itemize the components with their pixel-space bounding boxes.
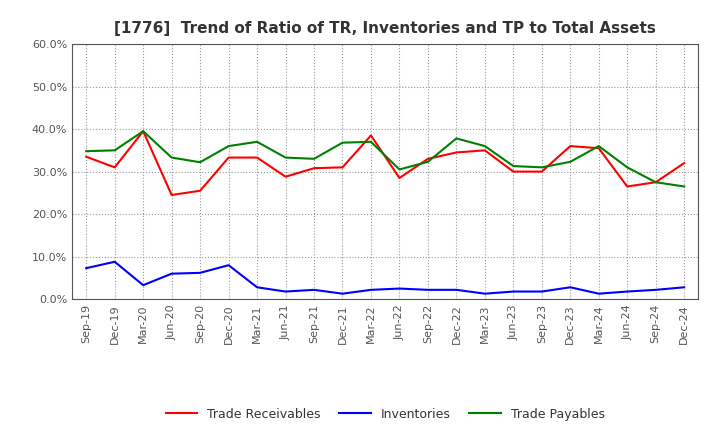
Trade Receivables — [509, 169, 518, 174]
Inventories — [395, 286, 404, 291]
Trade Payables — [167, 155, 176, 160]
Trade Payables — [480, 143, 489, 149]
Trade Payables — [595, 143, 603, 149]
Trade Receivables — [253, 155, 261, 160]
Inventories — [452, 287, 461, 293]
Inventories — [423, 287, 432, 293]
Trade Receivables — [82, 154, 91, 159]
Trade Receivables — [623, 184, 631, 189]
Inventories — [82, 265, 91, 271]
Line: Trade Payables: Trade Payables — [86, 131, 684, 187]
Inventories — [338, 291, 347, 296]
Trade Payables — [509, 163, 518, 169]
Inventories — [167, 271, 176, 276]
Trade Payables — [310, 156, 318, 161]
Inventories — [680, 285, 688, 290]
Inventories — [480, 291, 489, 296]
Line: Trade Receivables: Trade Receivables — [86, 131, 684, 195]
Inventories — [225, 263, 233, 268]
Trade Payables — [225, 143, 233, 149]
Inventories — [595, 291, 603, 296]
Inventories — [196, 270, 204, 275]
Trade Payables — [338, 140, 347, 145]
Title: [1776]  Trend of Ratio of TR, Inventories and TP to Total Assets: [1776] Trend of Ratio of TR, Inventories… — [114, 21, 656, 36]
Legend: Trade Receivables, Inventories, Trade Payables: Trade Receivables, Inventories, Trade Pa… — [161, 403, 610, 425]
Trade Receivables — [537, 169, 546, 174]
Trade Receivables — [480, 148, 489, 153]
Trade Payables — [366, 139, 375, 144]
Trade Receivables — [139, 128, 148, 134]
Trade Receivables — [566, 143, 575, 149]
Trade Payables — [452, 136, 461, 141]
Trade Payables — [566, 159, 575, 165]
Inventories — [139, 282, 148, 288]
Trade Payables — [680, 184, 688, 189]
Trade Receivables — [196, 188, 204, 194]
Trade Receivables — [310, 165, 318, 171]
Trade Payables — [652, 180, 660, 185]
Trade Receivables — [652, 180, 660, 185]
Inventories — [652, 287, 660, 293]
Inventories — [253, 285, 261, 290]
Inventories — [623, 289, 631, 294]
Trade Receivables — [423, 156, 432, 161]
Trade Receivables — [595, 146, 603, 151]
Trade Payables — [110, 148, 119, 153]
Inventories — [566, 285, 575, 290]
Trade Payables — [395, 167, 404, 172]
Trade Payables — [537, 165, 546, 170]
Trade Receivables — [282, 174, 290, 180]
Trade Receivables — [366, 133, 375, 138]
Inventories — [366, 287, 375, 293]
Trade Payables — [423, 159, 432, 165]
Trade Payables — [623, 165, 631, 170]
Inventories — [282, 289, 290, 294]
Trade Receivables — [110, 165, 119, 170]
Inventories — [509, 289, 518, 294]
Trade Receivables — [680, 161, 688, 166]
Trade Payables — [196, 160, 204, 165]
Trade Receivables — [452, 150, 461, 155]
Trade Receivables — [338, 165, 347, 170]
Line: Inventories: Inventories — [86, 262, 684, 293]
Inventories — [310, 287, 318, 293]
Trade Payables — [139, 128, 148, 134]
Inventories — [110, 259, 119, 264]
Trade Receivables — [395, 176, 404, 181]
Trade Payables — [82, 149, 91, 154]
Trade Receivables — [225, 155, 233, 160]
Trade Receivables — [167, 192, 176, 198]
Trade Payables — [282, 155, 290, 160]
Trade Payables — [253, 139, 261, 144]
Inventories — [537, 289, 546, 294]
